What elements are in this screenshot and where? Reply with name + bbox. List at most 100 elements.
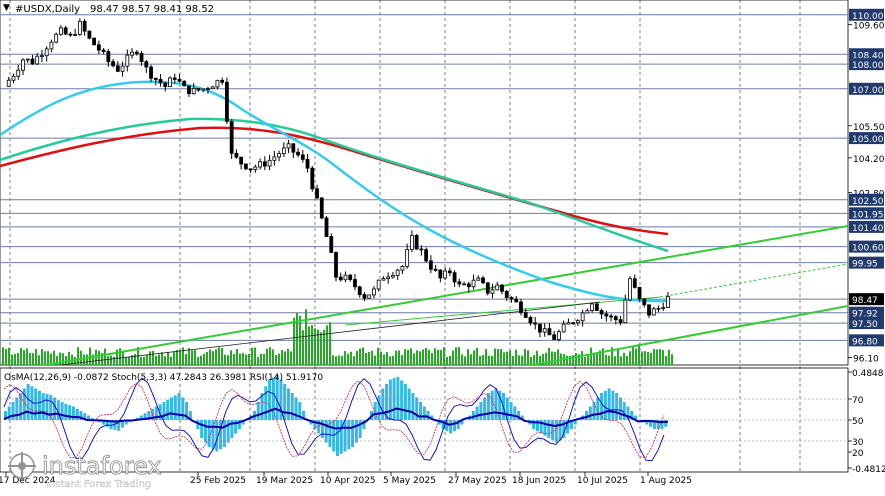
price-label-box [849,207,884,220]
osma-bar [396,376,400,420]
volume-bar [14,353,16,365]
price-label-box [849,317,884,330]
price-label-box [849,132,884,145]
candle-body [575,320,580,324]
volume-bar [485,349,487,365]
candle-body [433,268,438,271]
volume-bar [620,356,622,365]
candle-body [372,288,376,296]
ema-mid-line [0,117,669,253]
chart-ohlc: 98.47 98.57 98.41 98.52 [90,4,214,15]
rsi-line [3,407,669,430]
osma-bar [426,411,430,420]
volume-bar [131,355,133,365]
volume-bar [647,351,649,365]
volume-bar [497,348,499,365]
candle-body [533,322,538,325]
volume-bar [671,354,673,365]
volume-bar [182,347,184,365]
volume-bar [368,351,370,365]
volume-bar [425,347,427,365]
osma-bar [298,402,302,420]
volume-bar [296,312,298,365]
candle-body [44,48,49,57]
volume-bar [632,346,634,365]
volume-bar [47,351,49,365]
osma-bar [309,420,313,425]
ema-fast-line [0,80,669,303]
candle-body [229,120,234,154]
time-axis-label: 19 Mar 2025 [256,476,313,486]
volume-bar [467,349,469,365]
volume-bar [119,348,121,365]
volume-bar [578,354,580,365]
candle-body [447,270,452,274]
candle-body [68,33,73,36]
candle-body [225,81,229,122]
volume-bar [110,355,112,365]
candle-body [130,51,134,56]
osma-bar [256,402,260,420]
volume-bar [398,350,400,365]
osma-bar [543,420,547,436]
candle-body [609,315,613,318]
candle-body [613,316,618,321]
candle-body [481,277,485,284]
osma-bar [573,420,577,425]
osc-axis-label: 30 [852,438,864,448]
volume-bar [314,328,316,365]
indicator-header: OsMA(12,26,9) -0.0872 Stoch(5,3,3) 47.28… [4,373,323,383]
price-axis-label: 96.80 [852,337,878,347]
price-label-box [849,240,884,253]
candle-body [267,159,272,167]
osma-bar [64,403,68,420]
candle-body [21,59,25,71]
price-axis-label: 97.50 [852,320,878,330]
time-axis-label: 17 Dec 2024 [0,476,56,486]
osma-bar [19,393,23,420]
osma-bar [71,406,75,420]
osma-bar [471,411,475,420]
osma-bar [354,420,358,443]
price-axis-label: 97.92 [852,310,878,320]
watermark-brand: instaforex [42,452,162,480]
volume-bar [611,347,613,365]
osma-bar [445,420,449,432]
volume-bar [209,349,211,365]
time-axis-label: 18 Jun 2025 [512,476,566,486]
volume-bar [86,354,88,365]
volume-bar [641,351,643,365]
volume-bar [164,356,166,365]
osma-bar [362,420,366,429]
volume-bar [416,350,418,365]
osma-bar [170,397,173,420]
candle-body [134,51,139,54]
volume-bar [191,350,193,365]
osma-bar [479,402,483,420]
volume-bar [197,356,199,365]
osma-bar [649,420,653,427]
volume-bar [434,348,436,365]
osma-bar [41,393,45,420]
candle-body [509,297,514,300]
price-label-box [849,220,884,233]
osma-bar [117,420,121,431]
volume-bar [50,353,52,365]
watermark: instaforex Instant Forex Trading [8,452,162,490]
volume-bar [443,347,445,365]
volume-bar [41,349,43,365]
osma-bar [226,420,230,443]
candle-body [552,334,557,340]
candle-body [153,77,158,80]
candle-body [557,331,561,340]
candle-body [125,54,130,67]
osma-bar [60,402,64,420]
price-axis-label: 102.50 [852,197,884,207]
osma-stoch-rsi [0,375,848,462]
candle-body [542,328,547,333]
volume-bar [380,351,382,365]
volume-bar [287,348,289,365]
candle-body [561,323,566,333]
osma-bar [139,415,143,420]
